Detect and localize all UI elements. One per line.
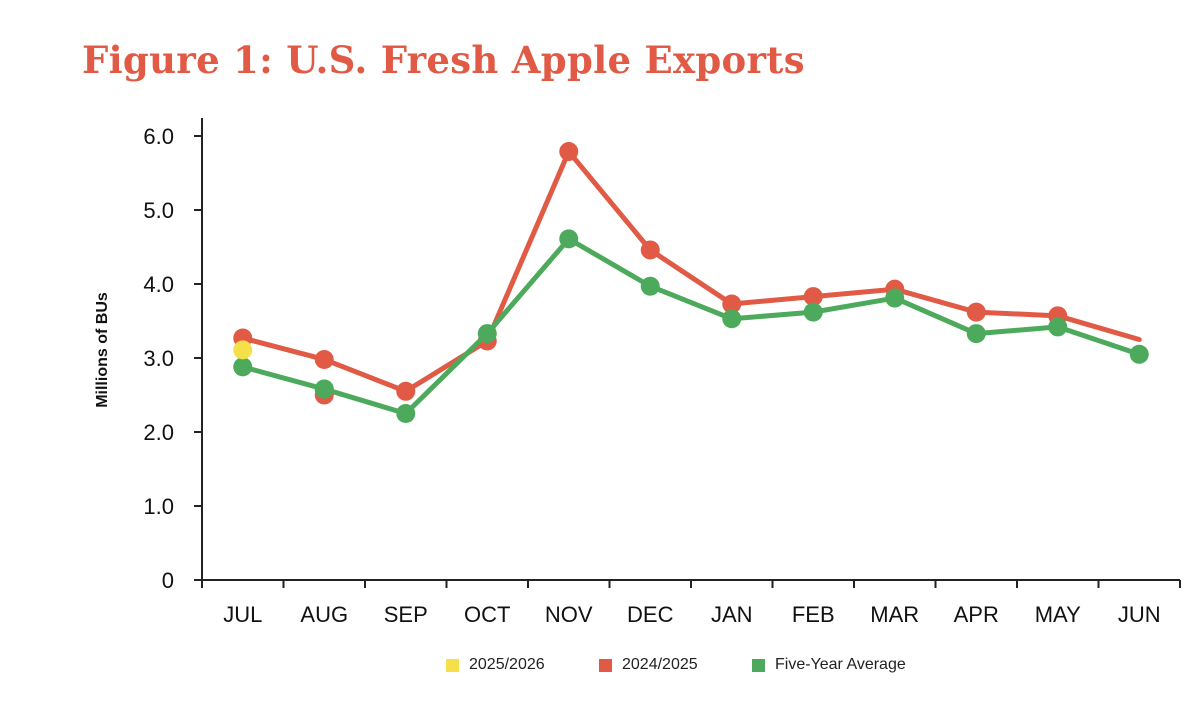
legend-label: Five-Year Average <box>775 656 906 673</box>
x-tick-label: AUG <box>300 602 348 627</box>
legend-label: 2025/2026 <box>469 656 545 673</box>
x-tick-label: SEP <box>384 602 428 627</box>
y-tick-label: 1.0 <box>143 494 174 519</box>
legend-swatch-2025-2026 <box>446 658 459 672</box>
legend-item-2025-2026: 2025/2026 <box>446 656 545 674</box>
data-point-2024-2025 <box>640 240 660 260</box>
data-point-five-year-average <box>314 379 334 399</box>
y-tick-label: 5.0 <box>143 198 174 223</box>
data-point-five-year-average <box>477 324 497 344</box>
legend-label: 2024/2025 <box>622 656 698 673</box>
series-line-2024-2025 <box>240 149 1142 394</box>
y-tick-label: 4.0 <box>143 272 174 297</box>
x-tick-label: FEB <box>792 602 835 627</box>
data-point-five-year-average <box>559 229 579 249</box>
data-point-2024-2025 <box>396 381 416 401</box>
data-point-five-year-average <box>966 324 986 344</box>
y-tick-label: 6.0 <box>143 124 174 149</box>
line-chart: 0 1.0 2.0 3.0 4.0 5.0 6.0 JUL AUG SEP OCT NOV DEC JAN… <box>94 118 1181 627</box>
x-tick-label: APR <box>954 602 999 627</box>
x-tick-label: JUN <box>1118 602 1161 627</box>
x-tick-label: JUL <box>223 602 262 627</box>
y-tick-label: 3.0 <box>143 346 174 371</box>
data-point-2024-2025 <box>559 142 579 162</box>
x-tick-label: MAY <box>1035 602 1081 627</box>
series-five-year-average <box>233 229 1149 423</box>
data-point-five-year-average <box>1129 344 1149 364</box>
legend-swatch-five-year-average <box>752 658 765 672</box>
chart-title: Figure 1: U.S. Fresh Apple Exports <box>82 38 805 82</box>
data-point-five-year-average <box>396 404 416 423</box>
data-point-five-year-average <box>885 288 905 308</box>
series-layer <box>233 142 1149 423</box>
x-tick-label: MAR <box>870 602 919 627</box>
legend-item-2024-2025: 2024/2025 <box>599 656 698 674</box>
series-2025-2026 <box>233 340 253 360</box>
data-point-five-year-average <box>803 302 823 322</box>
legend-item-five-year-average: Five-Year Average <box>752 656 906 674</box>
data-point-five-year-average <box>722 309 742 329</box>
y-tick-label: 2.0 <box>143 420 174 445</box>
x-tick-label: NOV <box>545 602 593 627</box>
x-tick-label: JAN <box>711 602 753 627</box>
data-point-five-year-average <box>1048 317 1068 337</box>
data-point-2024-2025 <box>966 302 986 322</box>
series-line-five-year-average <box>240 236 1142 416</box>
legend-swatch-2024-2025 <box>599 658 612 672</box>
x-tick-label: DEC <box>627 602 674 627</box>
data-point-2024-2025 <box>803 287 823 307</box>
axes: 0 1.0 2.0 3.0 4.0 5.0 6.0 JUL AUG SEP OCT NOV DEC JAN… <box>94 118 1181 627</box>
data-point-2024-2025 <box>314 349 334 369</box>
data-point-five-year-average <box>640 276 660 296</box>
series-2024-2025 <box>233 142 1142 405</box>
data-point-2024-2025 <box>722 294 742 314</box>
data-point-five-year-average <box>233 357 253 377</box>
y-axis-title: Millions of BUs <box>94 292 111 408</box>
data-point-2025-2026 <box>233 340 253 360</box>
y-tick-label: 0 <box>162 568 174 593</box>
x-tick-label: OCT <box>464 602 510 627</box>
